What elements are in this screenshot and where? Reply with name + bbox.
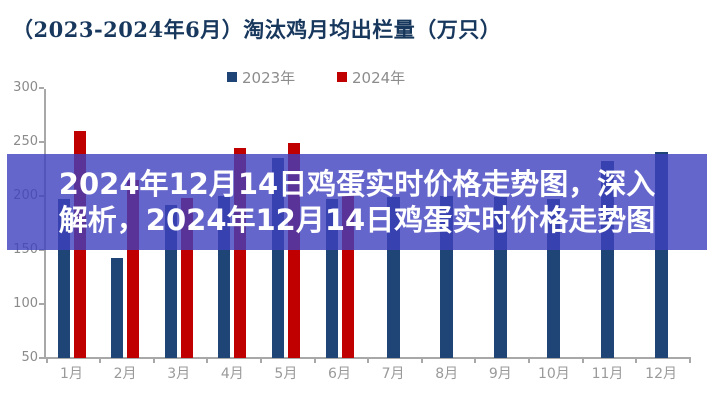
x-axis-label-7月: 7月 — [381, 366, 405, 382]
x-axis-label-1月: 1月 — [60, 366, 83, 382]
headline-line-1: 2024年12月14日鸡蛋实时价格走势图，深入 — [58, 167, 656, 201]
x-axis-tick — [688, 359, 691, 363]
x-axis-label-11月: 11月 — [591, 366, 624, 382]
y-axis-tick — [39, 87, 44, 89]
x-axis-tick — [367, 359, 370, 363]
legend: 2023年 2024年 — [0, 68, 707, 87]
headline-banner-overlay: 2024年12月14日鸡蛋实时价格走势图，深入 解析，2024年12月14日鸡蛋… — [7, 154, 707, 250]
x-axis-line — [44, 357, 691, 359]
y-axis-tick — [39, 249, 44, 251]
headline-line-2: 解析，2024年12月14日鸡蛋实时价格走势图 — [58, 203, 656, 237]
y-axis-tick — [39, 141, 44, 143]
x-axis-tick — [527, 359, 530, 363]
x-axis-tick — [99, 359, 102, 363]
x-axis-tick — [635, 359, 638, 363]
legend-swatch-2023 — [227, 72, 237, 82]
y-axis-tick — [39, 357, 44, 359]
y-axis-label-50: 50 — [21, 350, 38, 365]
x-axis-label-8月: 8月 — [435, 366, 459, 382]
x-axis-tick — [581, 359, 584, 363]
y-axis-label-250: 250 — [13, 134, 38, 149]
y-axis-label-300: 300 — [13, 80, 38, 95]
x-axis-tick — [474, 359, 477, 363]
x-axis-label-6月: 6月 — [328, 366, 351, 382]
chart-title: （2023-2024年6月）淘汰鸡月均出栏量（万只） — [12, 17, 502, 42]
x-axis-tick — [259, 359, 262, 363]
x-axis-tick — [206, 359, 209, 363]
x-axis-label-2月: 2月 — [113, 366, 137, 382]
x-axis-tick — [420, 359, 423, 363]
x-axis-label-4月: 4月 — [220, 366, 244, 382]
legend-label-2023: 2023年 — [242, 68, 296, 87]
y-axis-tick — [39, 303, 44, 305]
x-axis-tick — [313, 359, 316, 363]
x-axis-label-12月: 12月 — [645, 366, 677, 382]
y-axis-label-100: 100 — [13, 296, 38, 311]
legend-item-2024: 2024年 — [337, 68, 406, 87]
legend-label-2024: 2024年 — [352, 68, 406, 87]
legend-swatch-2024 — [337, 72, 347, 82]
x-axis-label-10月: 10月 — [537, 366, 570, 382]
x-axis-label-9月: 9月 — [488, 366, 512, 382]
x-axis-tick — [152, 359, 155, 363]
legend-item-2023: 2023年 — [227, 68, 296, 87]
x-axis-label-5月: 5月 — [274, 366, 298, 382]
bar-2023-2月 — [111, 257, 124, 358]
x-axis-tick — [45, 359, 48, 363]
x-axis-label-3月: 3月 — [167, 366, 191, 382]
